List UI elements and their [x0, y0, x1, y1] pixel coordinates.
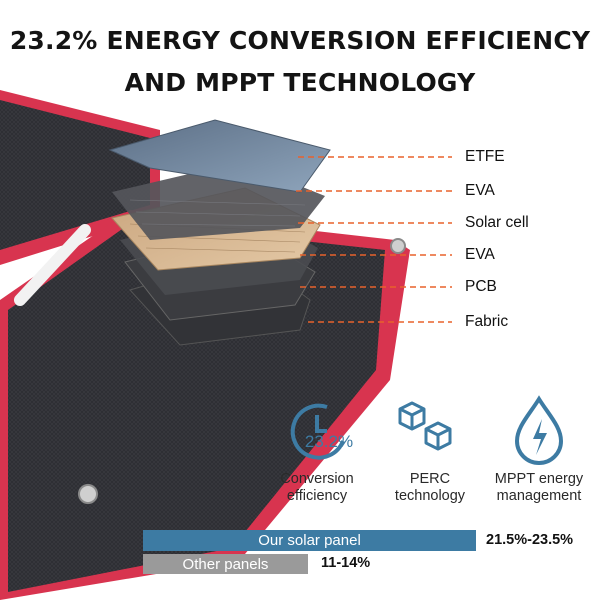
feature-mppt-management: MPPT energy management	[474, 395, 600, 505]
layer-label-eva-bottom: EVA	[465, 246, 495, 263]
our-panel-value: 21.5%-23.5%	[486, 532, 574, 548]
our-panel-label: Our solar panel	[258, 532, 361, 549]
energy-drop-icon	[514, 395, 564, 465]
feature-label-line1: MPPT energy	[494, 471, 584, 487]
layer-label-pcb: PCB	[465, 278, 497, 295]
feature-label-line2: technology	[394, 488, 466, 504]
efficiency-badge: 23.2%	[305, 432, 353, 451]
layer-label-etfe: ETFE	[465, 148, 505, 165]
solar-panel-illustration	[0, 90, 452, 600]
layer-label-eva-top: EVA	[465, 182, 495, 199]
other-panels-label: Other panels	[182, 555, 269, 573]
grommet-icon	[78, 484, 98, 504]
exploded-layers	[108, 119, 331, 346]
feature-label-line2: management	[496, 488, 582, 504]
headline-line-2: AND MPPT TECHNOLOGY	[124, 68, 476, 97]
feature-label-line1: PERC	[409, 471, 451, 487]
feature-perc-technology: PERC technology	[365, 395, 495, 505]
grommet-icon	[390, 238, 406, 254]
feature-label-line2: efficiency	[286, 488, 348, 504]
other-panels-bar: Other panels	[143, 554, 308, 574]
layer-label-fabric: Fabric	[465, 313, 509, 330]
headline-line-1: 23.2% ENERGY CONVERSION EFFICIENCY	[9, 26, 591, 55]
layer-label-solar-cell: Solar cell	[465, 214, 529, 231]
feature-conversion-efficiency: 23.2% Conversion efficiency	[252, 395, 382, 505]
feature-label-line1: Conversion	[280, 471, 354, 487]
clock-percent-icon: 23.2%	[290, 403, 353, 460]
other-panels-value: 11-14%	[321, 555, 371, 571]
our-panel-bar: Our solar panel	[143, 530, 476, 551]
cubes-icon	[398, 401, 452, 451]
leader-lines	[296, 156, 452, 323]
